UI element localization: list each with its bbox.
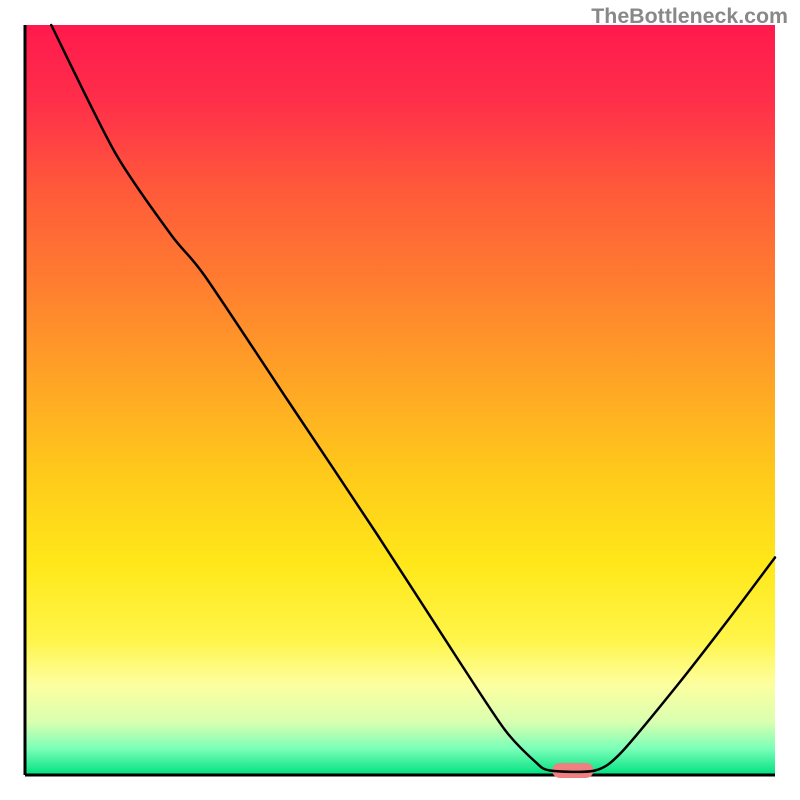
watermark-text: TheBottleneck.com [591, 4, 788, 29]
bottleneck-chart [0, 0, 800, 800]
chart-container: TheBottleneck.com [0, 0, 800, 800]
plot-background [25, 25, 775, 775]
